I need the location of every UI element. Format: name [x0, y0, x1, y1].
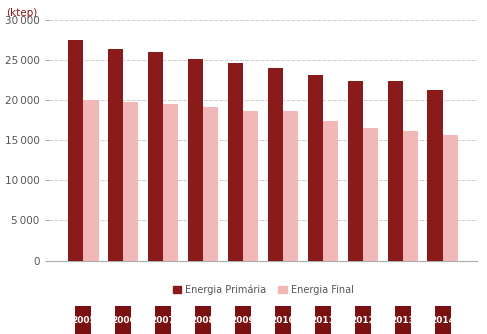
- Bar: [388, 81, 403, 261]
- Bar: [83, 100, 98, 261]
- Legend: Energia Primária, Energia Final: Energia Primária, Energia Final: [172, 285, 354, 295]
- Bar: [108, 49, 123, 261]
- Bar: [188, 59, 203, 261]
- Text: 2013: 2013: [390, 316, 415, 325]
- Text: 2012: 2012: [350, 316, 375, 325]
- Bar: [68, 40, 83, 261]
- Bar: [163, 104, 178, 261]
- Bar: [348, 81, 363, 261]
- Text: 2010: 2010: [271, 316, 295, 325]
- Bar: [403, 132, 418, 261]
- Bar: [363, 128, 378, 261]
- Text: 2014: 2014: [430, 316, 455, 325]
- Bar: [123, 102, 138, 261]
- Text: 2007: 2007: [151, 316, 176, 325]
- Bar: [243, 111, 258, 261]
- Text: 2008: 2008: [191, 316, 215, 325]
- Text: 2006: 2006: [111, 316, 136, 325]
- Bar: [323, 121, 338, 261]
- Text: (ktep): (ktep): [6, 8, 37, 18]
- Bar: [443, 135, 458, 261]
- Bar: [308, 75, 323, 261]
- Bar: [428, 90, 443, 261]
- Text: 2009: 2009: [230, 316, 256, 325]
- Bar: [203, 107, 218, 261]
- Text: 2005: 2005: [71, 316, 96, 325]
- Text: 2011: 2011: [310, 316, 335, 325]
- Bar: [283, 112, 298, 261]
- Bar: [148, 52, 163, 261]
- Bar: [228, 62, 243, 261]
- Bar: [268, 68, 283, 261]
